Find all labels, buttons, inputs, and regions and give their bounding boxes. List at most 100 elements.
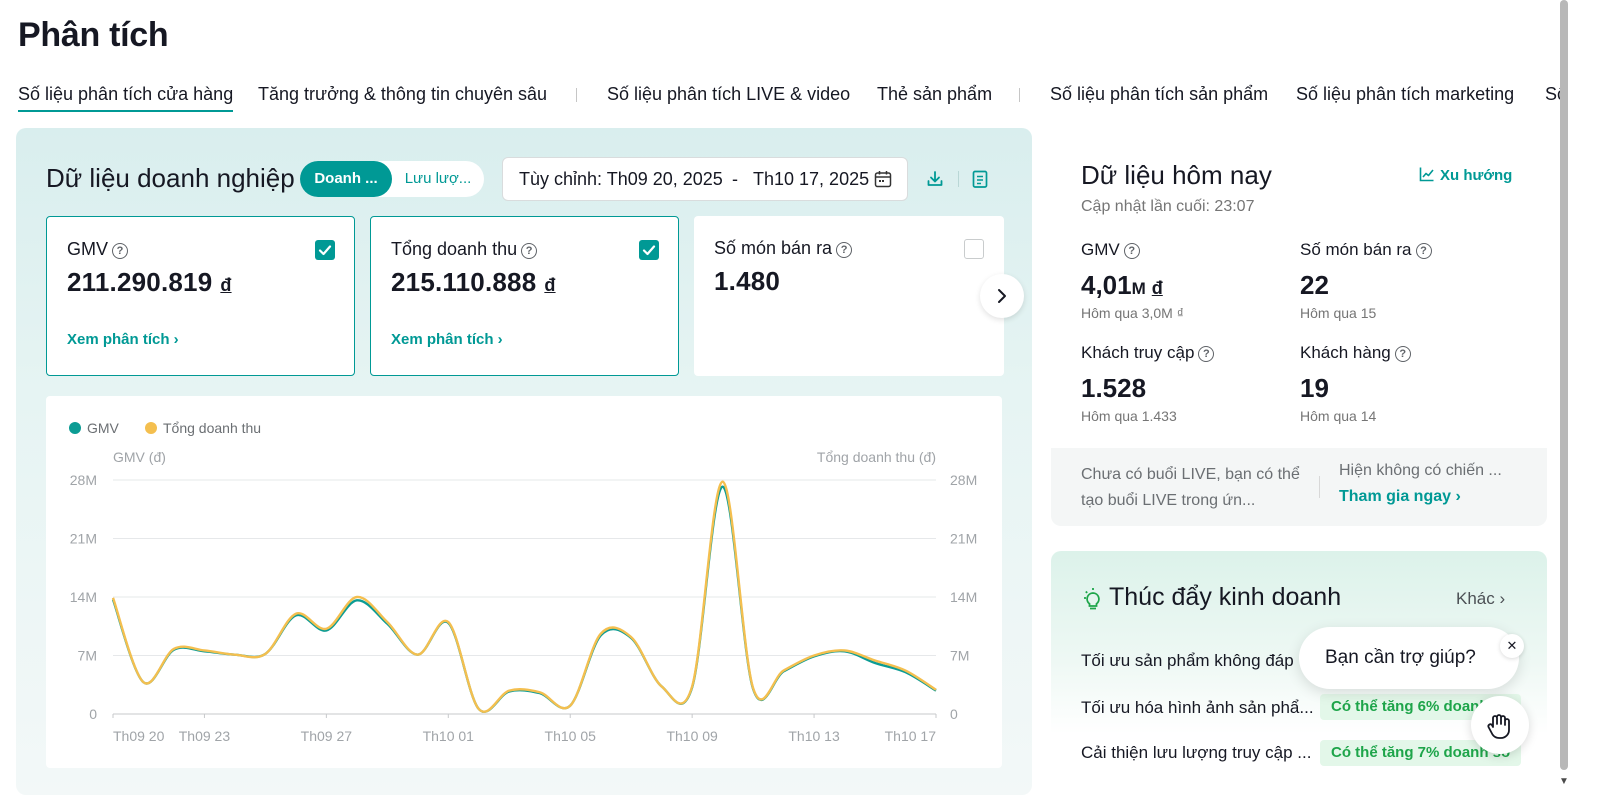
today-title: Dữ liệu hôm nay [1081, 160, 1272, 190]
help-icon[interactable]: ? [1394, 346, 1411, 362]
help-icon[interactable]: ? [521, 243, 538, 259]
help-icon[interactable]: ? [1415, 243, 1432, 259]
boost-item[interactable]: Tối ưu hóa hình ảnh sản phẩ... [1081, 698, 1314, 717]
tab-store-analytics[interactable]: Số liệu phân tích cửa hàng [18, 82, 234, 112]
y-tick-label-left: 0 [89, 706, 97, 722]
y-axis-left-title: GMV (đ) [113, 449, 166, 465]
tab-product-cards[interactable]: Thẻ sản phẩm [877, 84, 993, 104]
help-icon[interactable]: ? [1123, 243, 1140, 259]
today-metric-label-row: Số món bán ra? [1300, 240, 1432, 260]
calendar-icon [874, 171, 892, 188]
metric-label: GMV [67, 239, 109, 259]
metric-label-row: Tổng doanh thu? [391, 239, 538, 260]
trend-link[interactable]: Xu hướng [1419, 166, 1512, 184]
boost-more-link[interactable]: Khác › [1456, 589, 1506, 608]
trend-label: Xu hướng [1440, 167, 1513, 184]
today-metric-label-row: Khách hàng? [1300, 343, 1411, 363]
legend-swatch-revenue [145, 422, 157, 434]
metric-checkbox[interactable] [964, 239, 984, 259]
y-axis-right-title: Tổng doanh thu (đ) [817, 449, 936, 465]
trend-chart-icon [1419, 167, 1434, 182]
y-tick-label-right: 28M [950, 472, 977, 488]
y-tick-label-right: 7M [950, 648, 969, 664]
y-tick-label-right: 0 [950, 706, 958, 722]
boost-title: Thúc đẩy kinh doanh [1109, 583, 1342, 611]
today-metric-items-sold: Số món bán ra? 22 Hôm qua 15 [1300, 240, 1432, 321]
today-metric-visitors: Khách truy cập? 1.528 Hôm qua 1.433 [1081, 343, 1215, 424]
series-line-total-revenue[interactable] [111, 480, 937, 713]
toolbar-divider [958, 171, 959, 187]
x-tick-label: Th10 01 [423, 728, 475, 744]
waving-hand-icon [1487, 714, 1510, 739]
today-metric-gmv: GMV? 4,01M đ Hôm qua 3,0M ₫ [1081, 240, 1184, 321]
today-metric-customers: Khách hàng? 19 Hôm qua 14 [1300, 343, 1411, 424]
help-bubble[interactable]: Bạn cần trợ giúp? [1299, 627, 1519, 689]
page-scrollbar[interactable] [1560, 0, 1568, 770]
lightbulb-icon [1084, 588, 1100, 610]
today-metric-unit: M [1131, 279, 1146, 298]
help-assistant-button[interactable] [1471, 696, 1529, 754]
business-data-title: Dữ liệu doanh nghiệp [46, 163, 295, 193]
today-metric-value-row: 4,01M đ [1081, 270, 1184, 301]
page-title: Phân tích [18, 16, 169, 54]
metric-checkbox[interactable] [315, 240, 335, 260]
legend-swatch-gmv [69, 422, 81, 434]
boost-item[interactable]: Cải thiện lưu lượng truy cập ... [1081, 743, 1312, 762]
business-boost-card: Thúc đẩy kinh doanh Khác › Tối ưu sản ph… [1051, 551, 1547, 795]
metric-type-toggle: Doanh ... Lưu lượ... [300, 161, 484, 197]
metric-card-gmv[interactable]: GMV? 211.290.819 đ Xem phân tích › [46, 216, 355, 376]
metric-card-items-sold[interactable]: Số món bán ra? 1.480 [694, 216, 1004, 376]
next-metrics-button[interactable] [980, 274, 1024, 318]
metric-checkbox[interactable] [639, 240, 659, 260]
tab-product-analytics[interactable]: Số liệu phân tích sản phẩm [1050, 84, 1269, 104]
metric-value: 1.480 [714, 266, 781, 296]
boost-item[interactable]: Tối ưu sản phẩm không đáp [1081, 651, 1294, 670]
close-help-button[interactable]: ✕ [1500, 634, 1524, 658]
tab-growth-insights[interactable]: Tăng trưởng & thông tin chuyên sâu [258, 84, 548, 104]
tab-live-video-analytics[interactable]: Số liệu phân tích LIVE & video [607, 84, 851, 104]
today-metric-label: GMV [1081, 240, 1120, 259]
help-icon[interactable]: ? [836, 242, 853, 258]
legend-gmv[interactable]: GMV [87, 420, 120, 436]
download-icon[interactable] [924, 168, 946, 190]
revenue-toggle-button[interactable]: Doanh ... [300, 161, 392, 197]
series-line-gmv[interactable] [111, 485, 937, 713]
x-tick-label: Th09 27 [301, 728, 353, 744]
join-now-link[interactable]: Tham gia ngay › [1339, 488, 1461, 505]
date-separator: - [732, 169, 738, 189]
help-icon[interactable]: ? [1198, 346, 1215, 362]
tab-divider [1019, 88, 1020, 102]
strip-divider [1319, 476, 1320, 498]
business-data-panel: Dữ liệu doanh nghiệp Doanh ... Lưu lượ..… [16, 128, 1032, 795]
currency-symbol: đ [544, 275, 556, 295]
metric-label: Số món bán ra [714, 238, 833, 258]
metric-card-total-revenue[interactable]: Tổng doanh thu? 215.110.888 đ Xem phân tí… [370, 216, 679, 376]
today-metric-value: 1.528 [1081, 373, 1147, 403]
x-tick-label: Th09 23 [179, 728, 231, 744]
x-tick-label: Th10 09 [666, 728, 718, 744]
y-tick-label-left: 21M [70, 531, 97, 547]
scroll-down-arrow-icon[interactable]: ▼ [1559, 776, 1569, 787]
metric-value-row: 215.110.888 đ [391, 267, 556, 298]
date-range-picker[interactable]: Tùy chỉnh: Th09 20, 2025 - Th10 17, 2025 [502, 157, 908, 201]
x-tick-label: Th09 20 [113, 728, 165, 744]
metric-label: Tổng doanh thu [391, 239, 518, 259]
today-metric-label: Số món bán ra [1300, 240, 1412, 259]
yesterday-value: Hôm qua 1.433 [1081, 408, 1177, 424]
legend-total-revenue[interactable]: Tổng doanh thu [163, 420, 261, 436]
check-icon [318, 245, 332, 256]
tab-marketing-analytics[interactable]: Số liệu phân tích marketing [1296, 84, 1515, 104]
campaign-status-text: Hiện không có chiến ... [1339, 462, 1502, 479]
x-tick-label: Th10 17 [885, 728, 937, 744]
clipboard-icon[interactable] [969, 168, 991, 190]
traffic-toggle-button[interactable]: Lưu lượ... [404, 170, 472, 187]
view-analysis-link[interactable]: Xem phân tích › [391, 331, 503, 348]
yesterday-value: Hôm qua 15 [1300, 305, 1377, 321]
view-analysis-link[interactable]: Xem phân tích › [67, 331, 179, 348]
chevron-right-icon [998, 289, 1006, 303]
metric-label-row: GMV? [67, 239, 129, 260]
help-icon[interactable]: ? [112, 243, 129, 259]
today-metric-value: 19 [1300, 373, 1329, 403]
currency-symbol: đ [220, 275, 232, 295]
date-start: Tùy chỉnh: Th09 20, 2025 [519, 169, 723, 189]
